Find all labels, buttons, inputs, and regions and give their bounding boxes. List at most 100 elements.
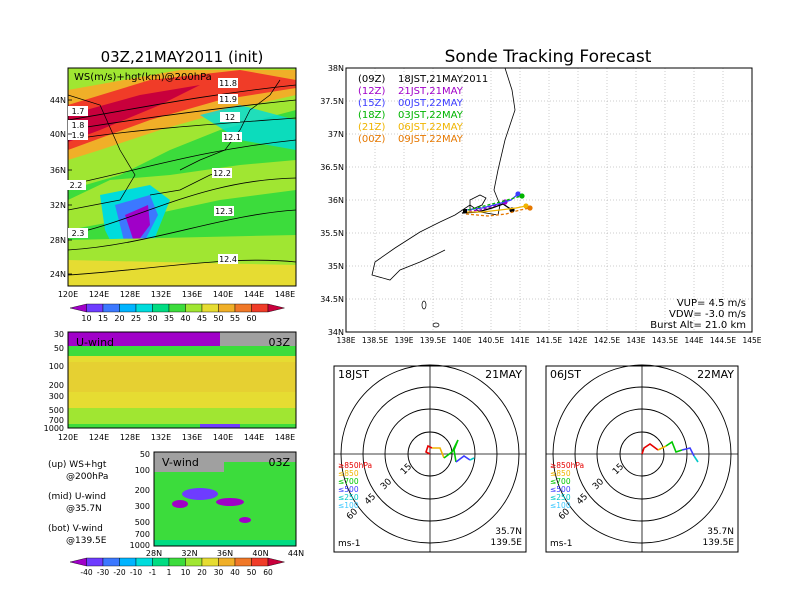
lon-tick-label: 141E bbox=[510, 336, 529, 345]
lat-tick-label: 24N bbox=[50, 270, 66, 279]
contour-labels: 11.8 11.9 12 12.1 12.2 12.3 12.4 1.7 1.81.9 2.2 2.… bbox=[66, 78, 242, 264]
u-wind-frame bbox=[67, 331, 297, 429]
legend-text: 03JST,22MAY bbox=[398, 110, 464, 121]
contour-label-bg bbox=[214, 206, 234, 216]
colorbar-label: 30 bbox=[147, 314, 157, 323]
lon-tick-label: 138E bbox=[336, 336, 355, 345]
legend-code: (15Z) bbox=[358, 98, 385, 109]
colorbar-swatch bbox=[86, 557, 104, 567]
lat-tick-label: 36N bbox=[217, 549, 233, 558]
lon-tick-label: 145E bbox=[742, 336, 761, 345]
contour-label: 2.3 bbox=[72, 229, 85, 238]
legend-code: (18Z) bbox=[358, 110, 385, 121]
colorbar-label: -1 bbox=[149, 568, 157, 577]
lon-tick-label: 120E bbox=[58, 433, 78, 442]
level-legend: ≤250 bbox=[550, 493, 571, 502]
contour-label: 1.7 bbox=[72, 107, 85, 116]
left-top-frame bbox=[67, 67, 297, 287]
hodograph-trace bbox=[425, 444, 433, 455]
hodograph-right: 06JST 22MAY15304560ms-135.7N139.5E≥850hPa… bbox=[545, 364, 739, 553]
colorbar-label: 35 bbox=[164, 314, 174, 323]
colorbar-label: 30 bbox=[214, 568, 224, 577]
legend-text: 00JST,22MAY bbox=[398, 98, 464, 109]
colorbar-swatch bbox=[234, 557, 252, 567]
hodograph-date: 22MAY bbox=[697, 368, 734, 381]
colorbar-swatch bbox=[218, 557, 236, 567]
hodograph-lat: 35.7N bbox=[495, 527, 522, 537]
contour-label-bg bbox=[68, 228, 88, 238]
contour-label-bg bbox=[212, 168, 232, 178]
track-endpoint bbox=[527, 205, 533, 211]
hodograph-trace bbox=[657, 445, 667, 451]
legend-up-line1: (up) WS+hgt bbox=[48, 460, 107, 470]
lat-tick-label: 36.5N bbox=[320, 163, 344, 172]
colorbar-label: 1 bbox=[167, 568, 172, 577]
contour-label-bg bbox=[66, 180, 86, 190]
level-legend: ≤700 bbox=[550, 477, 571, 486]
colorbar-swatch bbox=[152, 557, 170, 567]
lon-tick-label: 132E bbox=[151, 433, 171, 442]
lat-tick-label: 34.5N bbox=[320, 295, 344, 304]
param-vdw: VDW= -3.0 m/s bbox=[669, 309, 746, 320]
colorbar-swatch bbox=[201, 557, 219, 567]
level-legend: ≥850hPa bbox=[550, 461, 584, 470]
lon-tick-label: 124E bbox=[89, 290, 109, 299]
hodograph-trace bbox=[469, 457, 475, 461]
lon-tick-label: 148E bbox=[275, 290, 295, 299]
pressure-tick-label: 100 bbox=[49, 362, 64, 371]
lat-tick-label: 28N bbox=[50, 236, 66, 245]
colorbar-label: -10 bbox=[130, 568, 142, 577]
lat-tick-label: 34N bbox=[328, 328, 344, 337]
contour-label: 1.8 bbox=[72, 121, 85, 130]
colorbar-swatch bbox=[218, 303, 236, 313]
colorbar-swatch bbox=[201, 303, 219, 313]
lat-tick-label: 44N bbox=[288, 549, 304, 558]
lat-tick-label: 36N bbox=[50, 166, 66, 175]
bottom-colorbar: -40 -30 -20 -10 -1 1 10 20 30 40 50 60 bbox=[69, 557, 285, 577]
contour-label-bg bbox=[68, 106, 88, 116]
pressure-tick-label: 50 bbox=[54, 344, 64, 353]
pressure-tick-label: 700 bbox=[135, 530, 150, 539]
contour-label: 12.2 bbox=[213, 169, 231, 178]
u-wind-time: 03Z bbox=[268, 336, 290, 349]
track-lat-ticks: 38N 37.5N 37N 36.5N 36N 35.5N 35N 34.5N 34N bbox=[320, 64, 344, 337]
lon-tick-label: 139.5E bbox=[420, 336, 446, 345]
left-legend: (up) WS+hgt @200hPa (mid) U-wind @35.7N … bbox=[48, 460, 108, 546]
contour-label-bg bbox=[218, 94, 238, 104]
colorbar-label: 25 bbox=[131, 314, 141, 323]
lon-tick-label: 142E bbox=[568, 336, 587, 345]
colorbar-swatch bbox=[119, 303, 137, 313]
colorbar-label: 40 bbox=[180, 314, 190, 323]
track-line bbox=[465, 207, 531, 217]
pressure-tick-label: 200 bbox=[49, 381, 64, 390]
hodograph-left: 18JST 21MAY15304560ms-135.7N139.5E≥850hPa… bbox=[333, 364, 527, 553]
colorbar-label: 20 bbox=[197, 568, 207, 577]
track-grid bbox=[346, 68, 752, 332]
ws-field bbox=[68, 68, 296, 286]
hodograph-time: 18JST bbox=[338, 368, 369, 381]
colorbar-swatch bbox=[152, 303, 170, 313]
v-wind-pressure-ticks: 50 100 200 300 500 700 1000 bbox=[130, 450, 150, 550]
legend-text: 09JST,22MAY bbox=[398, 134, 464, 145]
right-top-title: Sonde Tracking Forecast bbox=[445, 47, 652, 67]
level-legend: ≥850hPa bbox=[338, 461, 372, 470]
level-legend: ≤850 bbox=[338, 469, 359, 478]
track-line bbox=[464, 205, 527, 213]
colorbar-label: 15 bbox=[98, 314, 108, 323]
track-legend: (09Z) 18JST,21MAY2011 (12Z) 21JST,21MAY (15Z… bbox=[358, 74, 488, 145]
lon-tick-label: 144E bbox=[684, 336, 703, 345]
hodograph-trace bbox=[455, 455, 471, 463]
lon-tick-label: 143E bbox=[626, 336, 645, 345]
level-legend: ≤250 bbox=[338, 493, 359, 502]
sonde-params: VUP= 4.5 m/s VDW= -3.0 m/s Burst Alt= 21… bbox=[650, 298, 746, 331]
pressure-tick-label: 50 bbox=[140, 450, 150, 459]
legend-text: 21JST,21MAY bbox=[398, 86, 464, 97]
track-line bbox=[467, 195, 523, 211]
legend-up-line2: @200hPa bbox=[66, 472, 108, 482]
legend-text: 06JST,22MAY bbox=[398, 122, 464, 133]
colorbar-swatch bbox=[135, 557, 153, 567]
contour-label-bg bbox=[218, 254, 238, 264]
legend-code: (21Z) bbox=[358, 122, 385, 133]
lon-tick-label: 136E bbox=[182, 433, 202, 442]
